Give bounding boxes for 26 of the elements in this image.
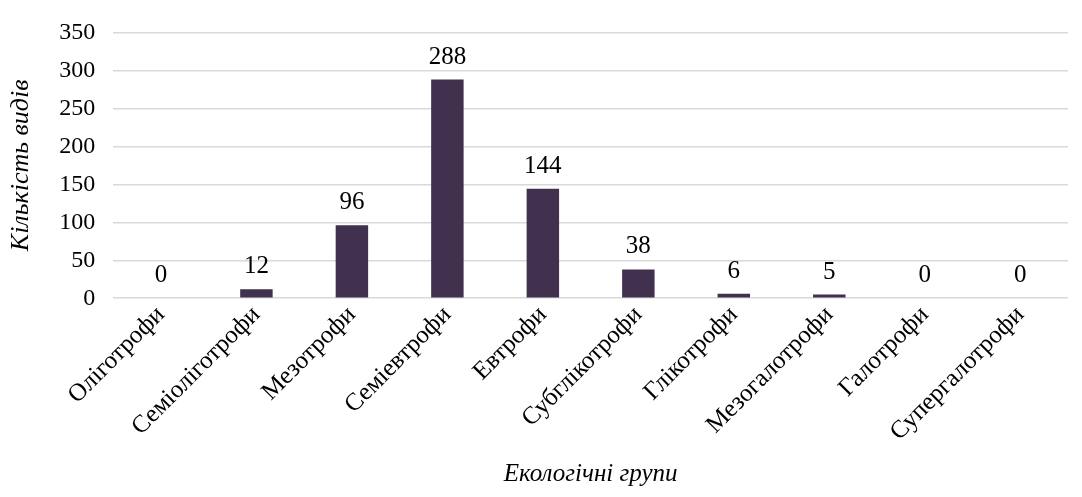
data-label: 144 xyxy=(524,150,563,178)
y-tick-label: 100 xyxy=(59,207,96,234)
data-label: 12 xyxy=(243,251,269,279)
bar xyxy=(335,225,369,298)
data-label: 288 xyxy=(428,41,467,69)
y-tick-label: 350 xyxy=(59,17,96,44)
data-label: 6 xyxy=(727,255,741,283)
bar xyxy=(431,79,464,298)
bar xyxy=(240,289,273,298)
y-tick-label: 250 xyxy=(59,93,96,120)
y-tick-label: 150 xyxy=(59,169,96,196)
data-label: 0 xyxy=(154,260,168,288)
y-tick-label: 300 xyxy=(59,55,96,82)
y-tick-label: 50 xyxy=(71,245,96,272)
bar xyxy=(526,188,560,298)
y-tick-label: 200 xyxy=(59,131,96,158)
x-axis-title: Екологічні групи xyxy=(502,458,678,486)
bar xyxy=(813,294,846,298)
bar xyxy=(622,269,655,298)
data-label: 5 xyxy=(823,256,836,284)
data-label: 96 xyxy=(339,187,365,215)
y-axis-title: Кількість видів xyxy=(5,79,35,253)
data-label: 38 xyxy=(625,231,651,259)
data-label: 0 xyxy=(918,260,932,288)
y-tick-label: 0 xyxy=(83,283,96,310)
data-label: 0 xyxy=(1014,260,1027,288)
